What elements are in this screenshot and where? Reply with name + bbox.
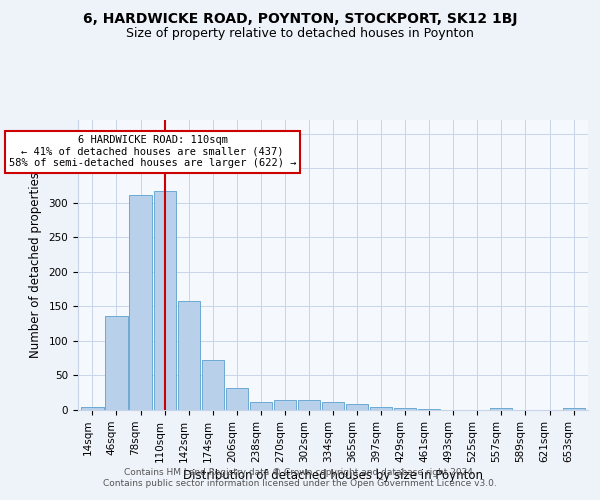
- Bar: [82, 407, 104, 410]
- Bar: [154, 191, 176, 410]
- Bar: [394, 408, 416, 410]
- Bar: [563, 408, 584, 410]
- Bar: [370, 406, 392, 410]
- Bar: [130, 196, 152, 410]
- Text: Size of property relative to detached houses in Poynton: Size of property relative to detached ho…: [126, 28, 474, 40]
- Bar: [298, 400, 320, 410]
- Bar: [322, 402, 344, 410]
- Bar: [202, 360, 224, 410]
- Bar: [226, 388, 248, 410]
- Bar: [250, 402, 272, 410]
- Text: 6, HARDWICKE ROAD, POYNTON, STOCKPORT, SK12 1BJ: 6, HARDWICKE ROAD, POYNTON, STOCKPORT, S…: [83, 12, 517, 26]
- Bar: [490, 408, 512, 410]
- Bar: [346, 404, 368, 410]
- Bar: [106, 316, 128, 410]
- X-axis label: Distribution of detached houses by size in Poynton: Distribution of detached houses by size …: [183, 469, 483, 482]
- Text: 6 HARDWICKE ROAD: 110sqm
← 41% of detached houses are smaller (437)
58% of semi-: 6 HARDWICKE ROAD: 110sqm ← 41% of detach…: [9, 135, 296, 168]
- Bar: [178, 301, 200, 410]
- Text: Contains HM Land Registry data © Crown copyright and database right 2024.
Contai: Contains HM Land Registry data © Crown c…: [103, 468, 497, 487]
- Bar: [274, 400, 296, 410]
- Y-axis label: Number of detached properties: Number of detached properties: [29, 172, 41, 358]
